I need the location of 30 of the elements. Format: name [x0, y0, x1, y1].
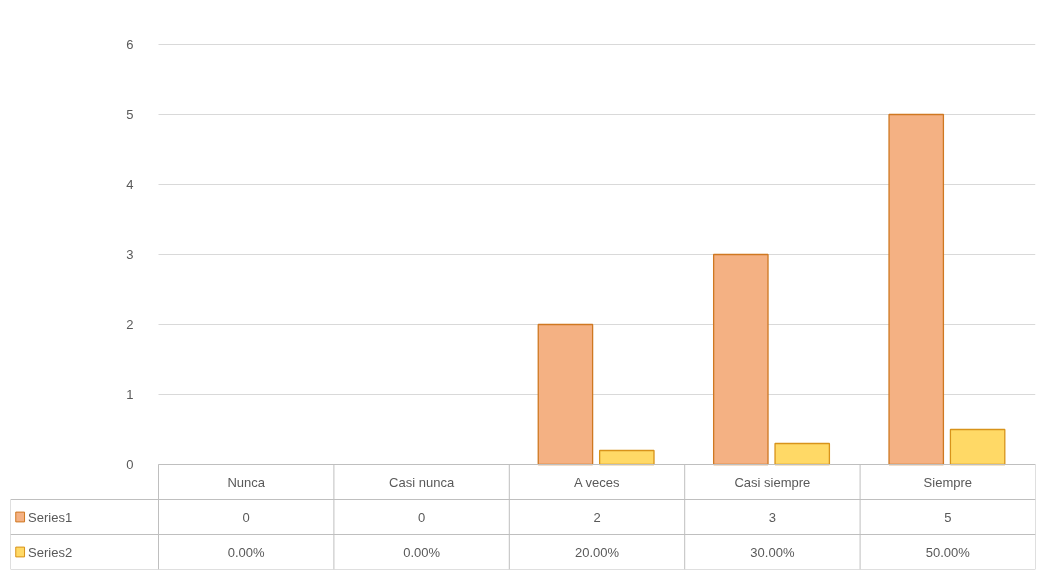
- y-tick-label: 1: [126, 387, 134, 402]
- data-label: 0.00%: [227, 544, 266, 560]
- bar: [537, 323, 594, 466]
- y-tick-label: 3: [126, 247, 134, 262]
- data-label: 30.00%: [750, 544, 795, 560]
- legend-label: Series1: [28, 509, 73, 525]
- data-label: 20.00%: [574, 544, 620, 560]
- x-tick-label: Nunca: [227, 474, 266, 490]
- bar: [888, 113, 945, 466]
- bar: [598, 449, 655, 466]
- legend-label: Series2: [28, 544, 73, 560]
- data-label: 5: [944, 509, 952, 525]
- bar: [774, 442, 831, 466]
- bar: [712, 253, 769, 466]
- data-label: 2: [593, 509, 601, 525]
- y-tick-label: 2: [126, 317, 134, 332]
- x-tick-label: A veces: [573, 474, 620, 490]
- x-tick-label: Siempre: [923, 474, 973, 490]
- y-tick-label: 0: [126, 457, 134, 472]
- data-label: 50.00%: [925, 544, 971, 560]
- data-label: 3: [768, 509, 777, 525]
- data-label: 0: [417, 509, 426, 525]
- y-tick-label: 5: [126, 107, 134, 122]
- x-tick-label: Casi siempre: [734, 474, 811, 490]
- y-tick-label: 4: [126, 177, 134, 192]
- data-label: 0: [242, 509, 250, 525]
- data-label: 0.00%: [403, 544, 441, 560]
- bar: [949, 428, 1006, 466]
- y-tick-label: 6: [126, 37, 134, 52]
- x-tick-label: Casi nunca: [389, 474, 455, 490]
